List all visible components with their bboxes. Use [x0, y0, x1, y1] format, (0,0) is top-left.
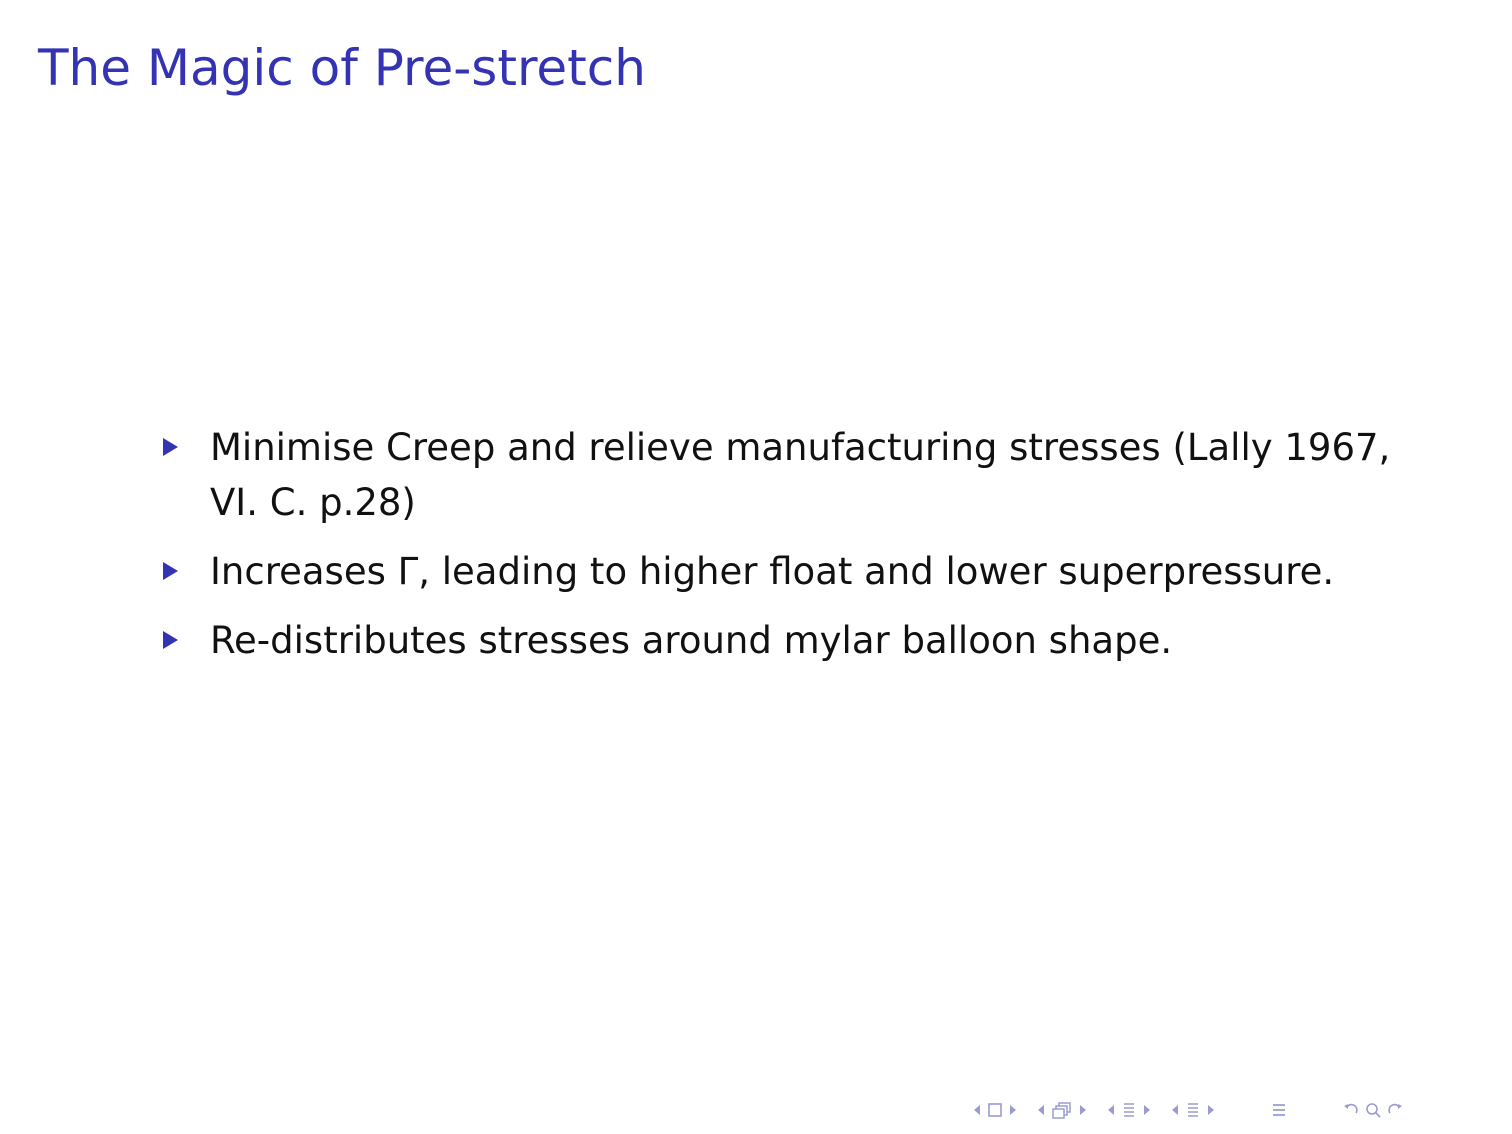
beamer-navigation-bar — [972, 1098, 1404, 1122]
zoom-icon[interactable] — [1364, 1101, 1382, 1119]
frame-icon[interactable] — [986, 1102, 1004, 1118]
bullet-item: Re-distributes stresses around mylar bal… — [160, 613, 1400, 668]
bullet-item: Minimise Creep and relieve manufacturing… — [160, 420, 1400, 530]
bullet-item: Increases Γ, leading to higher float and… — [160, 544, 1400, 599]
section-icon[interactable] — [1184, 1101, 1202, 1119]
bullet-text: Minimise Creep and relieve manufacturing… — [210, 426, 1391, 524]
arrow-right-icon[interactable] — [1142, 1103, 1152, 1117]
bullet-text: Re-distributes stresses around mylar bal… — [210, 619, 1173, 662]
arrow-left-icon[interactable] — [1036, 1103, 1046, 1117]
bullet-list: Minimise Creep and relieve manufacturing… — [160, 420, 1400, 682]
bullet-triangle-icon — [163, 631, 178, 649]
section-icon[interactable] — [1120, 1101, 1138, 1119]
arrow-left-icon[interactable] — [1106, 1103, 1116, 1117]
arrow-right-icon[interactable] — [1078, 1103, 1088, 1117]
bullet-text: Increases Γ, leading to higher float and… — [210, 550, 1335, 593]
arrow-left-icon[interactable] — [1170, 1103, 1180, 1117]
bullet-triangle-icon — [163, 562, 178, 580]
arrow-left-icon[interactable] — [972, 1103, 982, 1117]
arrow-right-icon[interactable] — [1206, 1103, 1216, 1117]
align-icon[interactable] — [1270, 1101, 1288, 1119]
subsection-icon[interactable] — [1050, 1101, 1074, 1119]
bullet-triangle-icon — [163, 438, 178, 456]
slide-title: The Magic of Pre-stretch — [38, 39, 646, 97]
redo-icon[interactable] — [1386, 1101, 1404, 1119]
arrow-right-icon[interactable] — [1008, 1103, 1018, 1117]
undo-icon[interactable] — [1342, 1101, 1360, 1119]
